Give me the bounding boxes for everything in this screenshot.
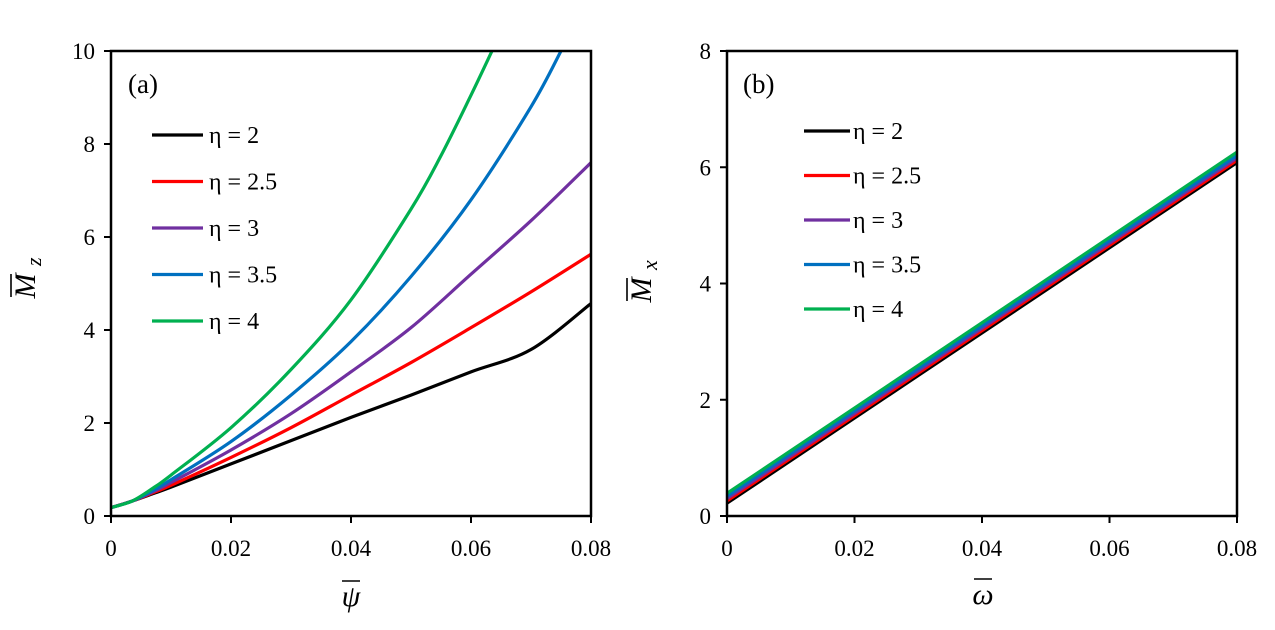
x-axis-label: ω xyxy=(972,578,993,611)
x-tick-label: 0.04 xyxy=(962,536,1003,561)
legend-label: η = 2 xyxy=(209,123,259,149)
y-tick-label: 2 xyxy=(700,388,712,413)
y-tick-label: 4 xyxy=(700,272,712,297)
series-line-4 xyxy=(111,51,563,510)
y-tick-label: 4 xyxy=(84,318,96,343)
series-group xyxy=(111,51,591,510)
x-tick-label: 0 xyxy=(105,536,117,561)
legend: η = 2 η = 2.5 η = 3 η = 3.5 η = 4 xyxy=(152,123,277,335)
y-tick-label: 8 xyxy=(84,132,96,157)
y-axis-label-main: M xyxy=(625,276,658,304)
y-tick-label: 6 xyxy=(84,225,96,250)
y-tick-label: 0 xyxy=(84,504,96,529)
y-axis-label-subscript: x xyxy=(637,260,662,271)
legend-label: η = 3.5 xyxy=(209,263,277,289)
series-line-5 xyxy=(727,150,1237,495)
legend: η = 2 η = 2.5 η = 3 η = 3.5 η = 4 xyxy=(804,119,921,323)
legend-label: η = 2.5 xyxy=(853,164,921,190)
y-tick-label: 0 xyxy=(700,504,712,529)
series-line-3 xyxy=(727,156,1237,500)
x-tick-label: 0.08 xyxy=(571,536,611,561)
x-tick-label: 0 xyxy=(721,536,733,561)
legend-label: η = 3 xyxy=(853,208,903,234)
panel-label: (a) xyxy=(128,69,158,99)
y-tick-label: 8 xyxy=(700,39,712,64)
panel-label: (b) xyxy=(743,69,774,99)
plot-frame xyxy=(109,49,593,518)
y-axis-label: Mz xyxy=(9,257,46,300)
legend-label: η = 4 xyxy=(209,309,259,335)
series-group xyxy=(727,150,1237,505)
legend-label: η = 4 xyxy=(853,297,903,323)
x-tick-label: 0.02 xyxy=(211,536,251,561)
legend-label: η = 3 xyxy=(209,216,259,242)
y-tick-label: 6 xyxy=(700,155,712,180)
legend-label: η = 3.5 xyxy=(853,253,921,279)
x-tick-label: 0.02 xyxy=(834,536,874,561)
x-tick-label: 0.04 xyxy=(331,536,372,561)
y-tick-label: 2 xyxy=(84,411,96,436)
series-line-3 xyxy=(111,161,591,510)
series-line-4 xyxy=(727,154,1237,498)
x-tick-label: 0.06 xyxy=(451,536,491,561)
legend-label: η = 2.5 xyxy=(209,170,277,196)
y-axis-label-main: M xyxy=(9,272,42,300)
series-line-5 xyxy=(111,51,494,510)
x-tick-label: 0.06 xyxy=(1089,536,1129,561)
x-tick-label: 0.08 xyxy=(1217,536,1257,561)
legend-label: η = 2 xyxy=(853,119,903,145)
y-tick-label: 10 xyxy=(72,39,95,64)
series-line-2 xyxy=(727,158,1237,503)
x-axis-label: ψ xyxy=(342,580,362,613)
series-line-2 xyxy=(111,252,591,510)
y-axis-label-subscript: z xyxy=(21,257,46,267)
series-line-1 xyxy=(727,161,1237,505)
y-axis-label: Mx xyxy=(625,260,662,304)
